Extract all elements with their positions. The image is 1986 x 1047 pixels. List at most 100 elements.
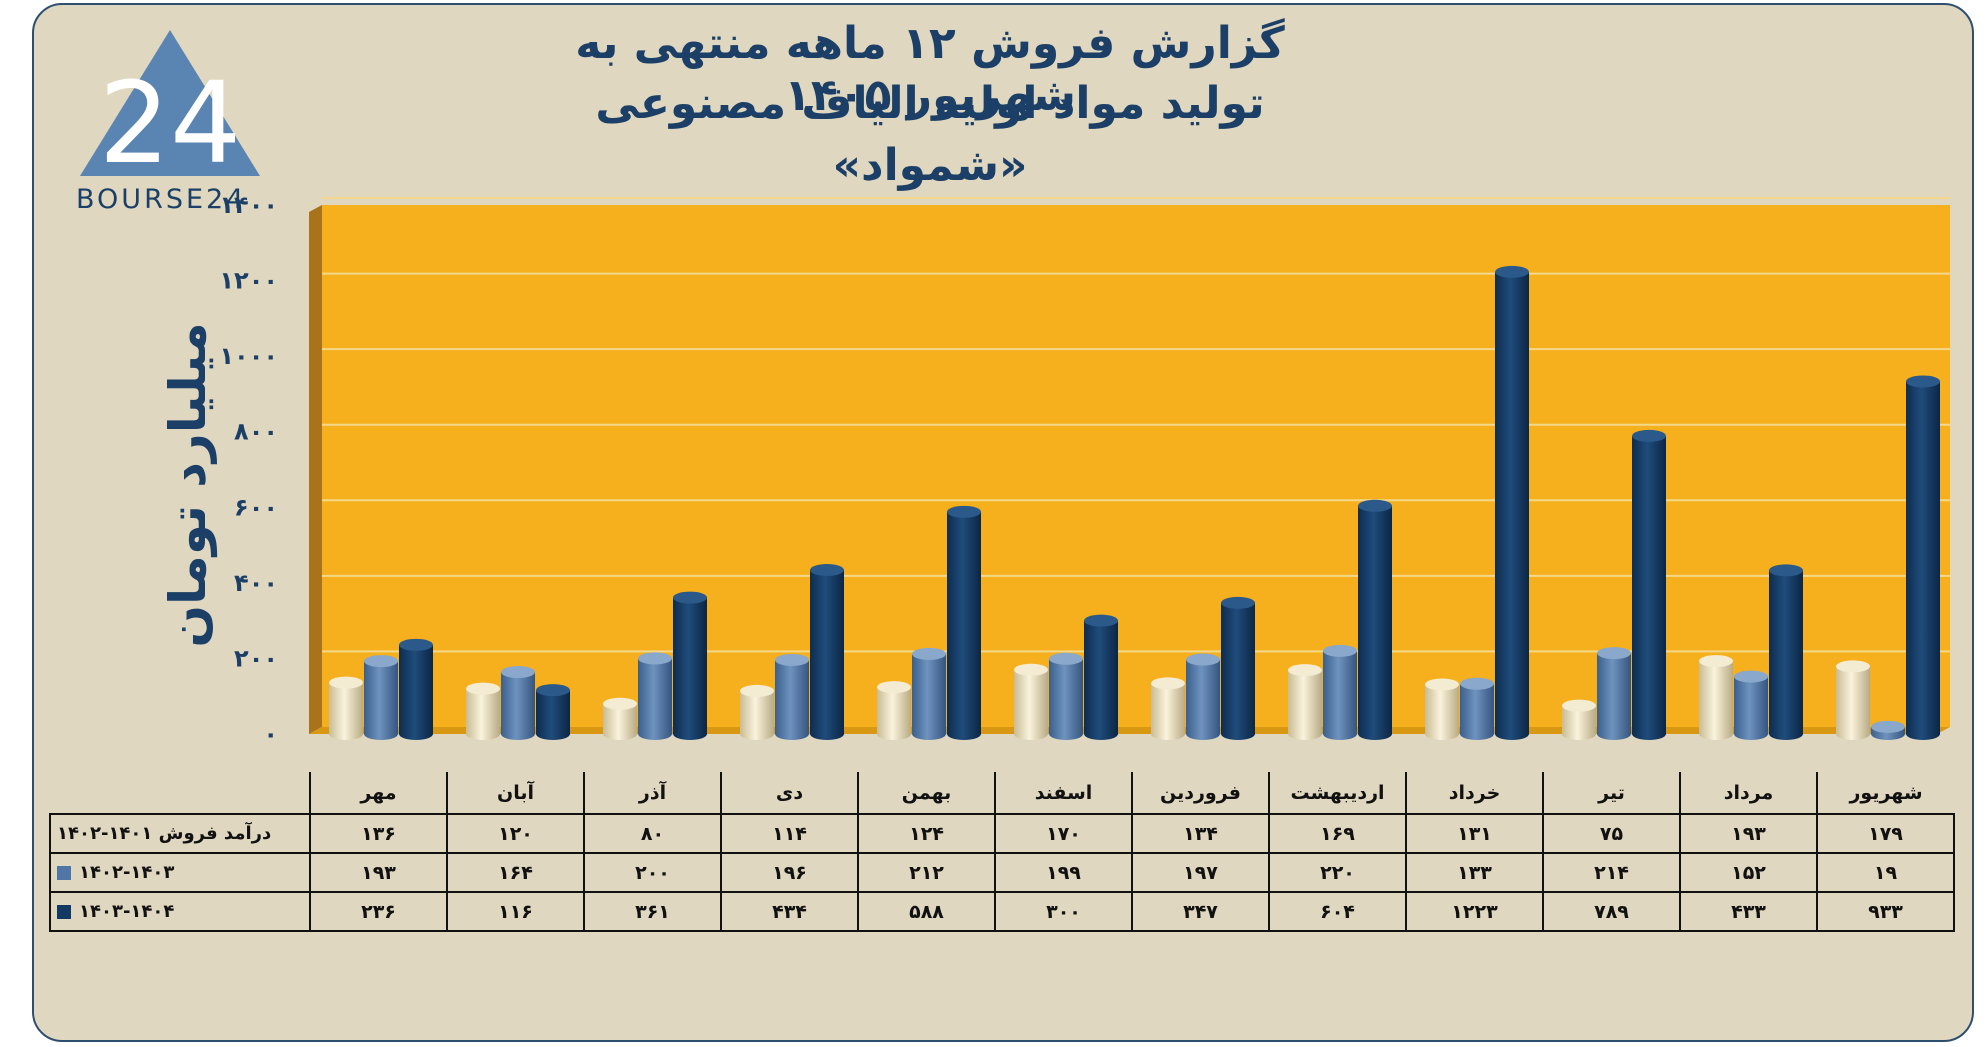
table-cell: ۲۱۲ [857, 852, 996, 893]
bar-series-1 [603, 697, 637, 740]
bar-series-1 [1288, 664, 1322, 740]
category-label: شهریور [1816, 772, 1954, 814]
table-row: درآمد فروش ۱۴۰۱-۱۴۰۲ ۱۳۶ ۱۲۰ ۸۰ ۱۱۴ ۱۲۴ … [49, 813, 1955, 854]
table-cell: ۶۰۴ [1268, 891, 1407, 932]
table-cell: ۷۵ [1542, 813, 1681, 854]
y-tick-label: ۶۰۰ [234, 493, 278, 521]
bar-series-1 [466, 682, 500, 740]
table-cell: ۲۰۰ [583, 852, 722, 893]
bar-series-2 [1871, 720, 1905, 740]
bar-series-3 [1084, 614, 1118, 740]
bar-series-2 [638, 652, 672, 740]
category-label: آذر [583, 772, 721, 814]
table-cell: ۱۶۹ [1268, 813, 1407, 854]
table-cell: ۲۲۰ [1268, 852, 1407, 893]
bar-series-1 [877, 681, 911, 740]
table-cell: ۵۸۸ [857, 891, 996, 932]
category-label: خرداد [1405, 772, 1543, 814]
category-label: آبان [446, 772, 584, 814]
bars [329, 265, 1940, 740]
category-label: تیر [1542, 772, 1680, 814]
bar-series-1 [1151, 677, 1185, 740]
table-header-row: مهر آبان آذر دی بهمن اسفند فروردین اردیب… [50, 772, 1954, 814]
bar-series-3 [1358, 499, 1392, 740]
bourse24-logo: 24 BOURSE24 [76, 30, 260, 215]
y-tick-label: ۰ [263, 720, 278, 748]
table-cell: ۳۶۱ [583, 891, 722, 932]
y-tick-label: ۱۰۰۰ [219, 342, 278, 370]
category-label: مهر [309, 772, 447, 814]
logo-wordmark: BOURSE24 [76, 184, 246, 215]
table-cell: ۱۳۴ [1131, 813, 1270, 854]
bar-series-3 [947, 505, 981, 740]
y-tick-label: ۴۰۰ [234, 569, 278, 597]
table-cell: ۱۱۴ [720, 813, 859, 854]
legend-swatch-series-2 [57, 866, 71, 880]
legend-swatch-series-3 [57, 905, 71, 919]
bar-series-1 [1425, 678, 1459, 740]
category-label: مرداد [1679, 772, 1817, 814]
table-cell: ۱۵۲ [1679, 852, 1818, 893]
y-axis-ticks: ۰ ۲۰۰ ۴۰۰ ۶۰۰ ۸۰۰ ۱۰۰۰ ۱۲۰۰ ۱۴۰۰ [219, 191, 278, 748]
category-label: اسفند [994, 772, 1132, 814]
legend-series-2: ۱۴۰۲-۱۴۰۳ [79, 862, 175, 883]
bar-series-2 [1734, 670, 1768, 740]
table-cell: ۱۳۱ [1405, 813, 1544, 854]
table-cell: ۴۳۳ [1679, 891, 1818, 932]
table-cell: ۱۶۴ [446, 852, 585, 893]
table-cell: ۱۲۴ [857, 813, 996, 854]
logo-triangle [80, 30, 260, 176]
bar-series-1 [740, 684, 774, 740]
table-row: ۱۴۰۲-۱۴۰۳ ۱۹۳ ۱۶۴ ۲۰۰ ۱۹۶ ۲۱۲ ۱۹۹ ۱۹۷ ۲۲… [49, 852, 1955, 893]
table-cell: ۱۹۷ [1131, 852, 1270, 893]
bar-series-3 [399, 638, 433, 740]
y-tick-label: ۱۴۰۰ [219, 191, 278, 219]
data-table: مهر آبان آذر دی بهمن اسفند فروردین اردیب… [49, 772, 1955, 932]
y-tick-label: ۸۰۰ [234, 418, 278, 446]
bar-series-2 [775, 653, 809, 740]
y-tick-label: ۲۰۰ [234, 644, 278, 672]
table-cell: ۱۹ [1816, 852, 1955, 893]
table-cell: ۱۹۶ [720, 852, 859, 893]
gridlines [322, 197, 1950, 653]
legend-series-1: درآمد فروش ۱۴۰۱-۱۴۰۲ [49, 813, 311, 854]
bar-series-1 [329, 676, 363, 740]
bar-series-2 [1460, 677, 1494, 740]
bar-series-1 [1699, 655, 1733, 740]
table-cell: ۱۹۳ [1679, 813, 1818, 854]
table-row: ۱۴۰۳-۱۴۰۴ ۲۳۶ ۱۱۶ ۳۶۱ ۴۳۴ ۵۸۸ ۳۰۰ ۳۴۷ ۶۰… [49, 891, 1955, 932]
table-cell: ۱۱۶ [446, 891, 585, 932]
table-cell: ۳۴۷ [1131, 891, 1270, 932]
bar-series-1 [1014, 663, 1048, 740]
table-cell: ۱۷۰ [994, 813, 1133, 854]
bar-series-1 [1836, 660, 1870, 740]
chart-title-line1: گزارش فروش ۱۲ ماهه منتهی به شهریور ۱۴۰۵ [575, 18, 1285, 121]
bar-series-2 [1597, 647, 1631, 740]
bar-series-2 [912, 647, 946, 740]
bar-series-1 [1562, 699, 1596, 740]
table-cell: ۳۰۰ [994, 891, 1133, 932]
category-label: دی [720, 772, 858, 814]
bar-series-2 [1049, 652, 1083, 740]
bar-series-3 [810, 564, 844, 740]
table-cell: ۱۲۰ [446, 813, 585, 854]
table-cell: ۱۳۳ [1405, 852, 1544, 893]
table-cell: ۱۳۶ [309, 813, 448, 854]
y-tick-label: ۱۲۰۰ [219, 267, 278, 295]
logo-mark: 24 [99, 59, 242, 189]
category-label: اردیبهشت [1268, 772, 1406, 814]
plot-area [322, 205, 1950, 727]
chart-title-line2: تولید مواد اولیه الیاف مصنوعی [595, 78, 1265, 129]
bar-series-3 [1906, 375, 1940, 740]
table-cell: ۱۲۲۳ [1405, 891, 1544, 932]
table-cell: ۱۹۳ [309, 852, 448, 893]
table-cell: ۲۱۴ [1542, 852, 1681, 893]
chart-title-line3: «شمواد» [832, 140, 1028, 191]
bar-series-2 [1323, 644, 1357, 740]
bar-series-3 [1495, 265, 1529, 740]
bar-series-3 [536, 684, 570, 740]
bar-series-3 [1632, 429, 1666, 740]
table-cell: ۷۸۹ [1542, 891, 1681, 932]
bar-series-2 [1186, 653, 1220, 740]
